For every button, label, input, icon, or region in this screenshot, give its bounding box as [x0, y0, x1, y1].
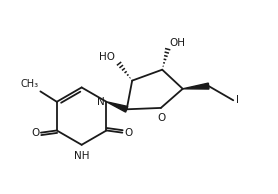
- Polygon shape: [183, 83, 209, 89]
- Text: O: O: [157, 113, 165, 123]
- Text: N: N: [97, 96, 105, 107]
- Text: HO: HO: [99, 52, 115, 62]
- Text: OH: OH: [169, 38, 185, 48]
- Text: I: I: [236, 95, 239, 105]
- Polygon shape: [106, 102, 128, 112]
- Text: CH₃: CH₃: [20, 79, 38, 89]
- Text: O: O: [124, 128, 132, 138]
- Text: NH: NH: [74, 151, 90, 161]
- Text: O: O: [31, 128, 39, 138]
